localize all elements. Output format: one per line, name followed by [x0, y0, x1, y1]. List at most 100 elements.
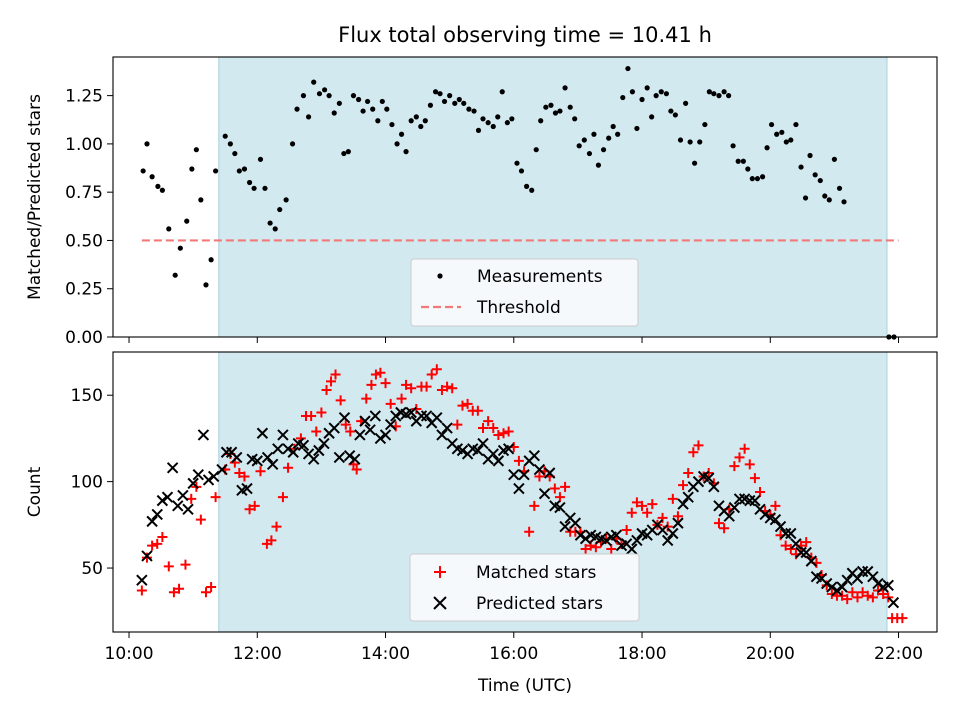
predicted-star-point [543, 467, 556, 479]
matched-star-point [442, 381, 453, 392]
matched-star-point [168, 587, 179, 598]
measurement-point [267, 220, 273, 226]
measurement-point [370, 106, 376, 112]
measurement-point [480, 116, 486, 122]
predicted-star-point [626, 543, 638, 555]
measurement-point [456, 96, 462, 103]
matched-star-point [560, 481, 571, 492]
predicted-star-point [364, 424, 376, 436]
predicted-star-point [774, 520, 787, 533]
predicted-star-point [703, 472, 715, 484]
predicted-star-point [733, 493, 746, 505]
predicted-star-point [744, 494, 756, 507]
predicted-star-point [272, 443, 284, 455]
measurement-point [355, 96, 362, 103]
measurement-point [836, 185, 843, 191]
matched-star-point [667, 493, 678, 504]
matched-star-point [210, 492, 221, 503]
predicted-star-point [141, 550, 153, 562]
measurement-point [350, 93, 357, 99]
measurement-point [341, 150, 347, 157]
matched-star-point [472, 405, 483, 416]
matched-star-point [488, 423, 499, 434]
top-plot-frame [112, 56, 938, 338]
measurement-point [663, 91, 669, 97]
measurement-point [692, 160, 698, 166]
predicted-star-point [354, 429, 366, 441]
bottom-series-layer [136, 364, 908, 624]
measurement-point [384, 106, 390, 112]
top-legend: Measurements Threshold [410, 258, 639, 327]
measurement-point [198, 197, 204, 203]
measurement-point [316, 91, 323, 97]
measurement-point [841, 199, 847, 205]
matched-star-point [662, 521, 673, 532]
measurement-point [807, 152, 813, 159]
measurement-point [212, 168, 219, 174]
measurement-point [625, 65, 631, 72]
measurement-point [595, 162, 602, 168]
matched-star-point [180, 559, 191, 570]
predicted-star-point [831, 584, 843, 597]
legend-matched-label: Matched stars [476, 563, 596, 583]
predicted-star-point [820, 577, 833, 590]
measurement-point [567, 104, 573, 110]
matched-star-point [396, 393, 407, 404]
predicted-star-point [349, 453, 361, 465]
matched-star-point [375, 367, 386, 378]
predicted-star-point [187, 477, 199, 490]
predicted-star-point [146, 515, 158, 528]
matched-star-point [477, 423, 488, 434]
measurement-point [272, 226, 278, 232]
predicted-star-point [579, 532, 592, 545]
matched-star-point [200, 587, 211, 598]
matched-star-point [266, 535, 277, 546]
matched-star-point [524, 526, 535, 537]
ytick-label: 0.75 [65, 183, 103, 203]
matched-star-point [534, 471, 545, 482]
legend-matched-marker [434, 566, 446, 578]
predicted-star-point [554, 501, 566, 514]
matched-star-point [447, 383, 458, 394]
matched-star-point [345, 426, 356, 437]
measurement-point [283, 197, 289, 203]
matched-star-point [616, 538, 627, 549]
measurement-point [413, 114, 419, 120]
matched-star-point [340, 419, 351, 430]
predicted-star-point [887, 596, 900, 609]
measurement-point [677, 137, 684, 143]
matched-star-point [862, 590, 873, 601]
matched-star-point [642, 507, 653, 518]
predicted-star-point [241, 482, 253, 495]
measurement-point [518, 168, 525, 174]
matched-star-point [421, 381, 432, 392]
measurement-point [144, 141, 150, 147]
predicted-star-point [177, 489, 189, 502]
predicted-star-point [528, 449, 541, 462]
measurement-point [788, 137, 794, 143]
predicted-star-point [785, 527, 797, 540]
measurement-point [759, 174, 766, 180]
predicted-star-point [492, 455, 505, 467]
matched-star-point [498, 428, 509, 439]
measurement-point [687, 139, 693, 145]
predicted-star-point [682, 491, 694, 503]
measurement-point [653, 93, 659, 99]
measurement-point [326, 93, 332, 99]
predicted-star-point [805, 555, 818, 567]
matched-star-point [277, 492, 288, 503]
top-axes: 0.00 0.25 0.50 0.75 1.00 1.25 [65, 87, 900, 348]
matched-star-point [157, 531, 168, 542]
measurement-point [398, 131, 405, 137]
measurement-point [193, 147, 199, 153]
measurement-point [672, 112, 678, 118]
predicted-star-point [207, 470, 220, 483]
matched-star-point [493, 429, 504, 440]
matched-star-point [483, 416, 494, 427]
matched-star-point [780, 540, 791, 551]
predicted-star-point [472, 444, 484, 457]
predicted-star-point [538, 488, 551, 500]
measurement-point [149, 174, 155, 180]
measurement-point [711, 91, 717, 97]
measurement-point [817, 177, 823, 184]
